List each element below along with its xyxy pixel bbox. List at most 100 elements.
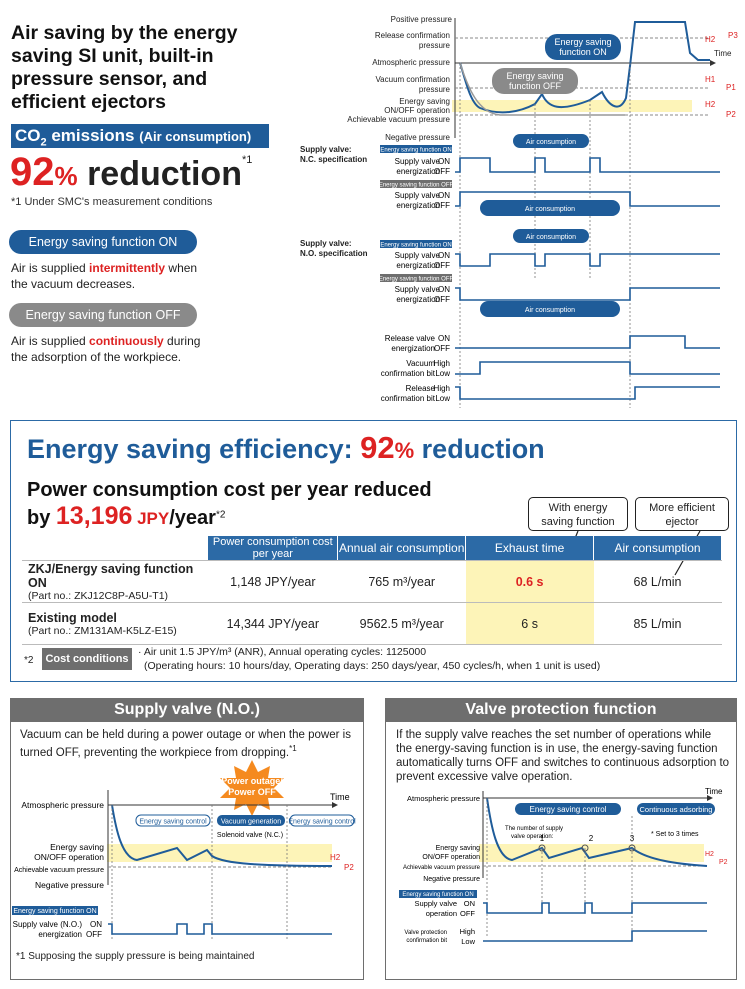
reduction-word: reduction xyxy=(78,155,242,193)
reduction-headline: 92% reduction*1 xyxy=(10,150,252,195)
row0-annual: 765 m³/year xyxy=(338,561,466,603)
no-air-text: Air consumption xyxy=(526,234,576,241)
vp-time: Time xyxy=(705,787,723,796)
sv-negative: Negative pressure xyxy=(35,880,104,890)
table-header-row: Power consumption cost per year Annual a… xyxy=(22,536,722,561)
lbl-time: Time xyxy=(714,49,732,58)
row1-annual: 9562.5 m³/year xyxy=(338,603,466,645)
lbl-vacuum-1: Vacuum confirmation xyxy=(375,75,450,84)
nc-sv-1: Supply valve xyxy=(395,157,441,166)
lbl-release-1: Release confirmation xyxy=(375,31,450,40)
rv-2: energization xyxy=(391,344,435,353)
co2-paren: (Air consumption) xyxy=(139,129,251,144)
callout-1a: With energy xyxy=(529,501,627,515)
callout-ejector: More efficient ejector xyxy=(635,497,729,531)
eff-sub-by: by xyxy=(27,507,56,529)
sv-es-control: Energy saving control xyxy=(139,819,207,826)
rv-on: ON xyxy=(438,334,450,343)
burst-1: Power outage/ xyxy=(221,776,283,786)
supply-valve-diagram: Power outage/ Power OFF Time Atmospheric… xyxy=(12,760,362,965)
on-text-b: intermittently xyxy=(89,261,165,275)
sv-on: ON xyxy=(90,920,102,929)
vp-h2: H2 xyxy=(705,851,714,858)
eff-sub-line2: by 13,196 JPY/year*2 xyxy=(27,502,225,531)
table-row: ZKJ/Energy saving function ON (Part no.:… xyxy=(22,561,722,603)
comparison-table: Power consumption cost per year Annual a… xyxy=(22,536,722,645)
vp-sv-1: Supply valve xyxy=(414,899,457,908)
vc-signal xyxy=(455,362,720,374)
sv-atm-label: Atmospheric pressure xyxy=(21,800,104,810)
callout-off-2: function OFF xyxy=(509,81,562,91)
callout-off-1: Energy saving xyxy=(506,71,563,81)
off-text-a: Air is supplied xyxy=(11,334,89,348)
nc-2: N.C. specification xyxy=(300,155,367,164)
supply-valve-desc: Vacuum can be held during a power outage… xyxy=(20,728,358,760)
energy-on-pill: Energy saving function ON xyxy=(9,230,197,254)
sv-vacuum-gen: Vacuum generation xyxy=(221,819,281,826)
vp-ops-2: valve operation: xyxy=(511,834,554,840)
sv-es-2: ON/OFF operation xyxy=(34,852,104,862)
row1-model-name: Existing model xyxy=(28,611,208,625)
sv-es-control-2: Energy saving control xyxy=(288,819,356,826)
eff-heading-a: Energy saving efficiency: xyxy=(27,434,360,464)
lbl-vacuum-2: pressure xyxy=(419,85,451,94)
no-1: Supply valve: xyxy=(300,239,352,248)
vp-sv-2: operation xyxy=(426,909,457,918)
lbl-h2-top: H2 xyxy=(705,35,716,44)
nc-on-signal xyxy=(455,158,720,172)
row1-part: (Part no.: ZM131AM-K5LZ-E15) xyxy=(28,625,208,637)
row0-model-name: ZKJ/Energy saving function ON xyxy=(28,562,208,590)
rv-off: OFF xyxy=(434,344,450,353)
eff-sub-year: /year xyxy=(169,507,216,529)
cond-line1: · Air unit 1.5 JPY/m³ (ANR), Annual oper… xyxy=(138,646,426,658)
rc-low: Low xyxy=(435,394,450,403)
co2-rest: emissions xyxy=(47,126,135,145)
sv-time-arrow-icon xyxy=(332,802,338,808)
nc-off: OFF xyxy=(434,167,450,176)
nc-on: ON xyxy=(438,157,450,166)
sv-signal xyxy=(108,924,332,934)
lbl-es-1: Energy saving xyxy=(399,97,450,106)
callout-on-2: function ON xyxy=(559,47,607,57)
lbl-atmospheric: Atmospheric pressure xyxy=(372,58,450,67)
row0-air: 68 L/min xyxy=(594,561,722,603)
sv-desc-text: Vacuum can be held during a power outage… xyxy=(20,729,351,759)
callout-on-1: Energy saving xyxy=(554,37,611,47)
sv-tag-on-text: Energy saving function ON xyxy=(13,908,96,915)
nc-air-text: Air consumption xyxy=(526,139,576,146)
rc-2: confirmation bit xyxy=(381,394,436,403)
row1-power: 14,344 JPY/year xyxy=(208,603,338,645)
valve-protection-title: Valve protection function xyxy=(385,698,737,722)
intro-title: Air saving by the energy saving SI unit,… xyxy=(11,22,261,114)
lbl-negative: Negative pressure xyxy=(385,133,450,142)
valve-protection-diagram: Time 1 2 3 Atmospheric pressure Energy s… xyxy=(387,786,735,952)
vp-sv-signal xyxy=(483,903,707,913)
vp-atm-label: Atmospheric pressure xyxy=(407,794,480,803)
sv-sv-1: Supply valve (N.O.) xyxy=(13,920,83,929)
col-air: Air consumption xyxy=(594,536,722,561)
reduction-note-mark: *1 xyxy=(242,154,252,166)
eff-sub-jpy: JPY xyxy=(132,509,169,528)
row1-model: Existing model (Part no.: ZM131AM-K5LZ-E… xyxy=(22,603,208,645)
row0-part: (Part no.: ZKJ12C8P-A5U-T1) xyxy=(28,590,208,602)
no-off-signal xyxy=(455,288,720,300)
col-annual: Annual air consumption xyxy=(338,536,466,561)
lbl-p3: P3 xyxy=(728,31,738,40)
vp-vp-2: confirmation bit xyxy=(406,938,447,944)
rv-signal xyxy=(455,336,720,348)
callout-2a: More efficient xyxy=(636,501,728,515)
off-description: Air is supplied continuously during the … xyxy=(11,333,211,365)
vp-off: OFF xyxy=(460,909,475,918)
lbl-h2: H2 xyxy=(705,100,716,109)
row0-power: 1,148 JPY/year xyxy=(208,561,338,603)
vp-set-note: * Set to 3 times xyxy=(651,831,699,838)
vp-continuous: Continuous adsorbing xyxy=(640,805,713,814)
lbl-release-2: pressure xyxy=(419,41,451,50)
eff-heading-unit: % xyxy=(395,438,415,463)
sv-off: OFF xyxy=(86,930,102,939)
vp-n2: 2 xyxy=(589,834,594,843)
sv-solenoid: Solenoid valve (N.C.) xyxy=(217,832,283,839)
eff-sub-mark: *2 xyxy=(216,510,225,521)
col-exhaust: Exhaust time xyxy=(466,536,594,561)
no-off-on: ON xyxy=(438,285,450,294)
